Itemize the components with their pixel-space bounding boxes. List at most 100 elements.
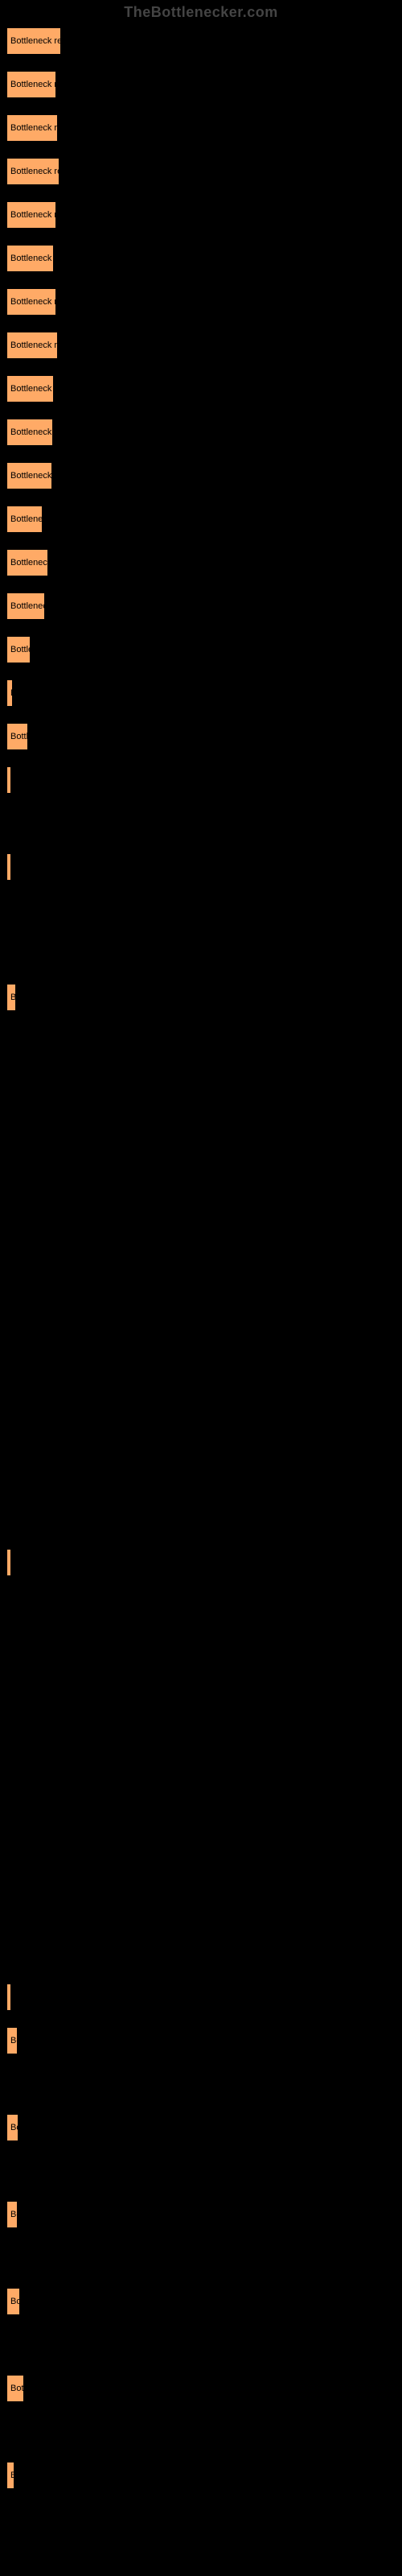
bar-row — [0, 1328, 402, 1362]
bar-label: Bo — [10, 2210, 18, 2219]
bar-label: B — [10, 1558, 11, 1567]
bar: Bottleneck — [6, 592, 45, 620]
bar-row: Bottleneck re — [0, 459, 402, 493]
bar-row — [0, 1154, 402, 1188]
bar: Bottleneck res — [6, 288, 56, 316]
bar-row — [0, 2415, 402, 2449]
bar-row: Bott — [0, 2372, 402, 2405]
bar-row: Bottleneck — [0, 589, 402, 623]
bar-label: Bottleneck — [10, 601, 45, 611]
bar-label: Bottleneck res — [10, 297, 56, 307]
bar-row — [0, 1024, 402, 1058]
bar-label: Bottleneck — [10, 514, 43, 524]
bar-row — [0, 1111, 402, 1145]
bar-label: Bottleneck res — [10, 123, 58, 133]
bar: Bo — [6, 2201, 18, 2228]
bar-row: Bottler — [0, 633, 402, 667]
bar: B — [6, 679, 13, 707]
bar-row: Bo — [0, 980, 402, 1014]
bar-row: Bottleneck res — [0, 155, 402, 188]
bar-label: Bo — [10, 2036, 18, 2046]
bar-row: Bottleneck res — [0, 328, 402, 362]
bar-label: Bo — [10, 993, 16, 1002]
bar: Bottleneck re — [6, 462, 52, 489]
bar: B — [6, 1549, 11, 1576]
bar-row — [0, 1285, 402, 1319]
bar: Bottleneck re — [6, 245, 54, 272]
bar-row — [0, 1763, 402, 1797]
bar-row — [0, 1937, 402, 1971]
bar: Bottleneck re — [6, 419, 53, 446]
bar-row — [0, 850, 402, 884]
bar-row — [0, 1806, 402, 1840]
bar-label: Bottle — [10, 732, 28, 741]
bar-label: B — [10, 2471, 14, 2480]
bar: Bottleneck res — [6, 71, 56, 98]
bar-row: Bo — [0, 2198, 402, 2231]
bar-row: B — [0, 676, 402, 710]
bar-row: Bottleneck res — [0, 198, 402, 232]
bar-chart: Bottleneck resu Bottleneck res Bottleneck … — [0, 0, 402, 2492]
bar: Bottleneck res — [6, 332, 58, 359]
bar-label: Bott — [10, 2384, 24, 2393]
bar-row: B — [0, 2458, 402, 2492]
bar-row: B — [0, 1546, 402, 1579]
bar-row — [0, 1589, 402, 1623]
bar-label: Bottleneck re — [10, 254, 54, 263]
bar-label: Bottler — [10, 645, 31, 654]
bar-row: Bottleneck r — [0, 546, 402, 580]
bar-row: Bottleneck res — [0, 68, 402, 101]
bar: Bottleneck re — [6, 375, 54, 402]
bar-row — [0, 1502, 402, 1536]
bar: Bottleneck resu — [6, 27, 61, 55]
bar-row — [0, 1067, 402, 1101]
bar: Bottleneck r — [6, 549, 48, 576]
bar-row — [0, 1415, 402, 1449]
bar-row — [0, 937, 402, 971]
bar-row — [0, 1459, 402, 1492]
bar: B — [6, 2462, 14, 2489]
bar: Bottleneck res — [6, 201, 56, 229]
bar-label: B — [10, 688, 13, 698]
bar: Bottleneck res — [6, 114, 58, 142]
bar: Bott — [6, 2375, 24, 2402]
bar-row: Bottleneck re — [0, 242, 402, 275]
bar-row — [0, 1633, 402, 1666]
bar-label: Bot — [10, 2297, 20, 2306]
bar-row: Bottleneck re — [0, 372, 402, 406]
bar-row: Bottleneck re — [0, 415, 402, 449]
bar-row — [0, 1241, 402, 1275]
bar-row — [0, 763, 402, 797]
bar-row — [0, 1980, 402, 2014]
bar-row — [0, 2241, 402, 2275]
bar-label: Bottleneck res — [10, 210, 56, 220]
bar-row — [0, 1719, 402, 1753]
bar-label: Bottleneck resu — [10, 36, 61, 46]
bar: Bottleneck res — [6, 158, 59, 185]
bar: Bo — [6, 2114, 18, 2141]
bar-row — [0, 1372, 402, 1406]
bar-label: Bottleneck res — [10, 341, 58, 350]
bar-label: Bottleneck r — [10, 558, 48, 568]
bar — [6, 1984, 11, 2011]
bar-row — [0, 1893, 402, 1927]
bar-label: Bottleneck re — [10, 427, 53, 437]
bar: Bo — [6, 984, 16, 1011]
bar-row — [0, 2328, 402, 2362]
bar-row: Bo — [0, 2024, 402, 2058]
bar-row — [0, 2067, 402, 2101]
bar-label: Bottleneck re — [10, 471, 52, 481]
bar-label: Bo — [10, 2123, 18, 2132]
bar-row: Bottleneck resu — [0, 24, 402, 58]
bar-row: Bottleneck res — [0, 111, 402, 145]
bar-row: Bottleneck — [0, 502, 402, 536]
bar-row — [0, 807, 402, 840]
bar-row — [0, 1198, 402, 1232]
bar-row — [0, 1850, 402, 1884]
bar: Bottler — [6, 636, 31, 663]
bar-label: Bottleneck res — [10, 167, 59, 176]
bar-row — [0, 894, 402, 927]
bar: Bot — [6, 2288, 20, 2315]
bar-row: Bo — [0, 2111, 402, 2145]
bar: Bottleneck — [6, 506, 43, 533]
